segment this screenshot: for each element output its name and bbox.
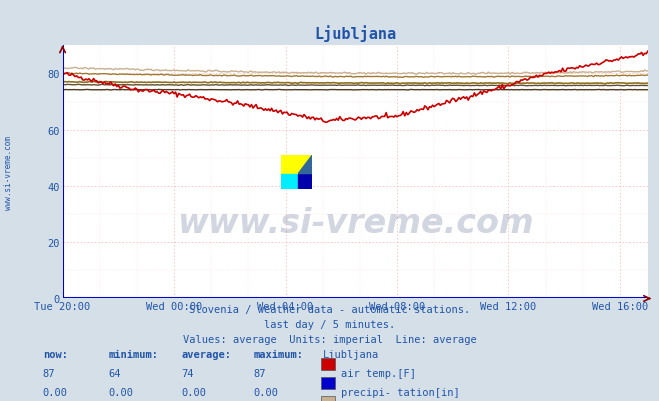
Text: Slovenia / weather data - automatic stations.: Slovenia / weather data - automatic stat… xyxy=(189,304,470,314)
Text: 0.00: 0.00 xyxy=(254,387,279,397)
Polygon shape xyxy=(281,155,312,174)
Text: Ljubljana: Ljubljana xyxy=(323,349,379,359)
Polygon shape xyxy=(281,174,299,189)
Text: www.si-vreme.com: www.si-vreme.com xyxy=(4,136,13,209)
Text: now:: now: xyxy=(43,349,68,359)
Text: minimum:: minimum: xyxy=(109,349,159,359)
Text: last day / 5 minutes.: last day / 5 minutes. xyxy=(264,319,395,329)
Text: 87: 87 xyxy=(43,368,55,378)
Text: air temp.[F]: air temp.[F] xyxy=(341,368,416,378)
Polygon shape xyxy=(299,174,312,189)
Text: 0.00: 0.00 xyxy=(109,387,134,397)
Text: 0.00: 0.00 xyxy=(181,387,206,397)
Text: 74: 74 xyxy=(181,368,194,378)
Polygon shape xyxy=(299,155,312,174)
Text: 0.00: 0.00 xyxy=(43,387,68,397)
Text: maximum:: maximum: xyxy=(254,349,304,359)
Text: www.si-vreme.com: www.si-vreme.com xyxy=(177,207,534,239)
Text: average:: average: xyxy=(181,349,231,359)
Text: Values: average  Units: imperial  Line: average: Values: average Units: imperial Line: av… xyxy=(183,334,476,344)
Text: 64: 64 xyxy=(109,368,121,378)
Text: precipi- tation[in]: precipi- tation[in] xyxy=(341,387,460,397)
Text: 87: 87 xyxy=(254,368,266,378)
Title: Ljubljana: Ljubljana xyxy=(314,25,396,42)
